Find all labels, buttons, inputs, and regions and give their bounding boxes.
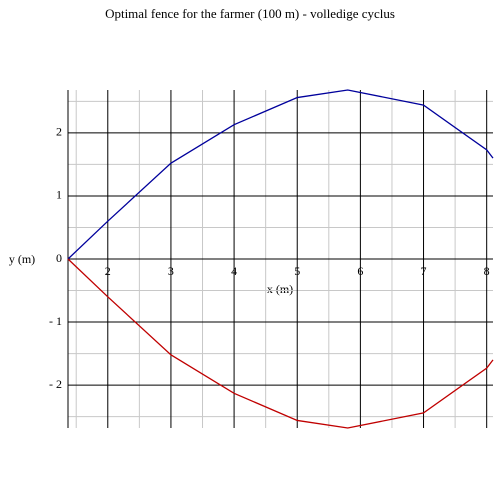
chart-title: Optimal fence for the farmer (100 m) - v… — [105, 6, 395, 21]
x-tick-label: 5 — [294, 264, 300, 278]
line — [67, 89, 494, 260]
y-tick-label: 2 — [56, 125, 62, 139]
y-axis-label: y (m) — [9, 252, 35, 266]
x-tick-label: 4 — [231, 264, 237, 278]
x-axis-label: x (m) — [267, 282, 293, 296]
x-tick-label: 6 — [357, 264, 363, 278]
y-tick-label: - 1 — [49, 314, 62, 328]
x-tick-label: 3 — [168, 264, 174, 278]
y-tick-label: 0 — [56, 251, 62, 265]
x-tick-label: 7 — [421, 264, 427, 278]
x-tick-label: 2 — [105, 264, 111, 278]
line — [67, 258, 494, 429]
y-tick-label: 1 — [56, 188, 62, 202]
y-tick-label: - 2 — [49, 377, 62, 391]
x-tick-label: 8 — [484, 264, 490, 278]
